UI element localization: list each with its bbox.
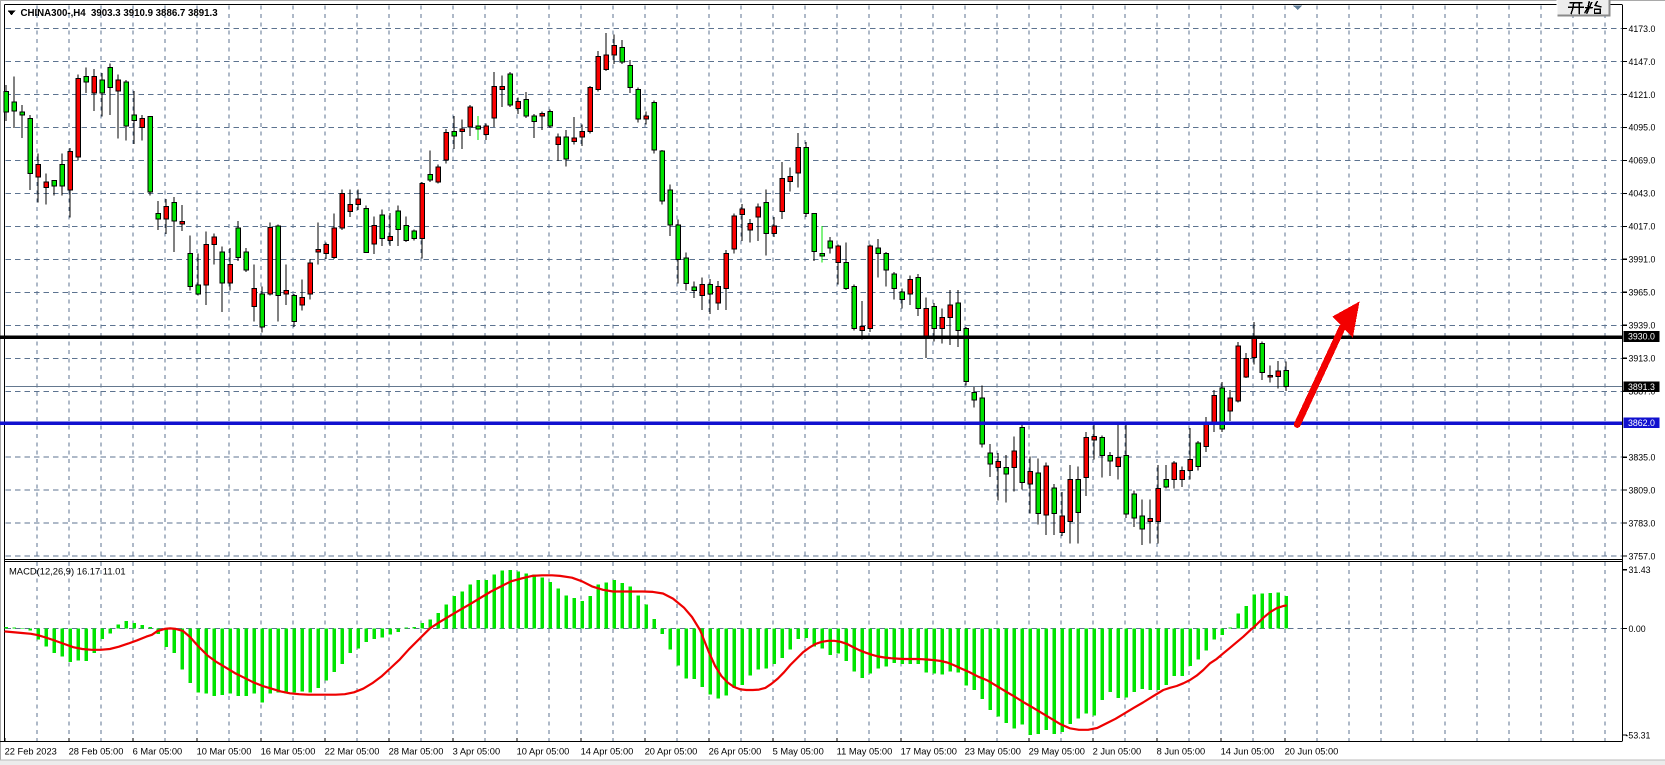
svg-text:3939.0: 3939.0 [1629, 321, 1656, 331]
svg-text:5 May 05:00: 5 May 05:00 [773, 747, 824, 757]
svg-text:3891.3: 3891.3 [1628, 382, 1655, 392]
svg-text:3991.0: 3991.0 [1629, 255, 1656, 265]
svg-text:0.00: 0.00 [1629, 624, 1646, 634]
svg-text:23 May 05:00: 23 May 05:00 [965, 747, 1021, 757]
svg-text:3913.0: 3913.0 [1629, 354, 1656, 364]
svg-text:6 Mar 05:00: 6 Mar 05:00 [133, 747, 183, 757]
svg-text:10 Mar 05:00: 10 Mar 05:00 [197, 747, 252, 757]
svg-text:31.43: 31.43 [1629, 565, 1651, 575]
svg-text:3930.0: 3930.0 [1628, 332, 1655, 342]
svg-text:16 Mar 05:00: 16 Mar 05:00 [261, 747, 316, 757]
svg-text:17 May 05:00: 17 May 05:00 [901, 747, 957, 757]
svg-text:3809.0: 3809.0 [1629, 485, 1656, 495]
svg-text:4043.0: 4043.0 [1629, 189, 1656, 199]
svg-text:4017.0: 4017.0 [1629, 222, 1656, 232]
svg-text:20 Jun 05:00: 20 Jun 05:00 [1285, 747, 1339, 757]
svg-text:14 Apr 05:00: 14 Apr 05:00 [581, 747, 634, 757]
svg-text:20 Apr 05:00: 20 Apr 05:00 [645, 747, 698, 757]
svg-text:3757.0: 3757.0 [1629, 551, 1656, 561]
svg-text:28 Feb 05:00: 28 Feb 05:00 [69, 747, 124, 757]
svg-text:3783.0: 3783.0 [1629, 518, 1656, 528]
svg-text:-53.31: -53.31 [1626, 730, 1651, 740]
svg-text:3 Apr 05:00: 3 Apr 05:00 [453, 747, 501, 757]
svg-text:4095.0: 4095.0 [1629, 123, 1656, 133]
svg-text:10 Apr 05:00: 10 Apr 05:00 [517, 747, 570, 757]
svg-text:2 Jun 05:00: 2 Jun 05:00 [1093, 747, 1142, 757]
svg-text:3965.0: 3965.0 [1629, 288, 1656, 298]
svg-text:14 Jun 05:00: 14 Jun 05:00 [1221, 747, 1275, 757]
svg-text:3835.0: 3835.0 [1629, 453, 1656, 463]
svg-text:3862.0: 3862.0 [1628, 418, 1655, 428]
svg-text:26 Apr 05:00: 26 Apr 05:00 [709, 747, 762, 757]
svg-text:22 Feb 2023: 22 Feb 2023 [5, 747, 57, 757]
svg-text:22 Mar 05:00: 22 Mar 05:00 [325, 747, 380, 757]
svg-text:4069.0: 4069.0 [1629, 156, 1656, 166]
svg-text:4121.0: 4121.0 [1629, 90, 1656, 100]
svg-text:CHINA300-,H4 3903.3 3910.9 38: CHINA300-,H4 3903.3 3910.9 3886.7 3891.3 [21, 8, 219, 19]
svg-text:4147.0: 4147.0 [1629, 57, 1656, 67]
svg-text:MACD(12,26,9) 16.17 11.01: MACD(12,26,9) 16.17 11.01 [9, 566, 126, 577]
svg-text:29 May 05:00: 29 May 05:00 [1029, 747, 1085, 757]
svg-text:4173.0: 4173.0 [1629, 24, 1656, 34]
svg-text:28 Mar 05:00: 28 Mar 05:00 [389, 747, 444, 757]
svg-text:11 May 05:00: 11 May 05:00 [837, 747, 893, 757]
svg-text:8 Jun 05:00: 8 Jun 05:00 [1157, 747, 1206, 757]
